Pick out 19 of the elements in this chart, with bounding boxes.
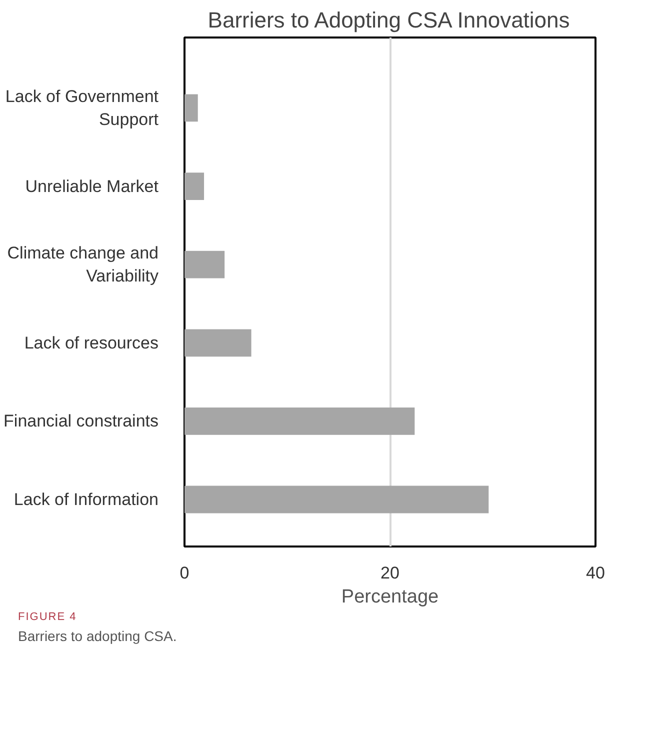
bar bbox=[184, 329, 252, 357]
y-tick-label: Unreliable Market bbox=[25, 176, 159, 196]
text: Barriers to adopting CSA. bbox=[18, 626, 177, 646]
x-tick-label: 0 bbox=[180, 564, 190, 582]
bar bbox=[184, 408, 415, 435]
x-axis-title: Percentage bbox=[341, 586, 439, 608]
x-tick-label: 20 bbox=[380, 564, 400, 582]
bar bbox=[184, 250, 225, 278]
y-tick-label: Lack of Government Support bbox=[5, 87, 159, 129]
y-tick-label: Climate change and Variability bbox=[7, 244, 159, 286]
y-tick-label: Lack of Information bbox=[14, 490, 159, 510]
y-tick-label: Financial constraints bbox=[4, 412, 159, 431]
caption: FIGURE 4 bbox=[18, 610, 77, 625]
bar bbox=[184, 94, 198, 122]
x-tick-label: 40 bbox=[586, 564, 605, 582]
bar bbox=[184, 172, 204, 200]
bar bbox=[184, 486, 489, 514]
y-tick-label: Lack of resources bbox=[24, 333, 159, 352]
chart-title: Barriers to Adopting CSA Innovations bbox=[208, 8, 570, 32]
